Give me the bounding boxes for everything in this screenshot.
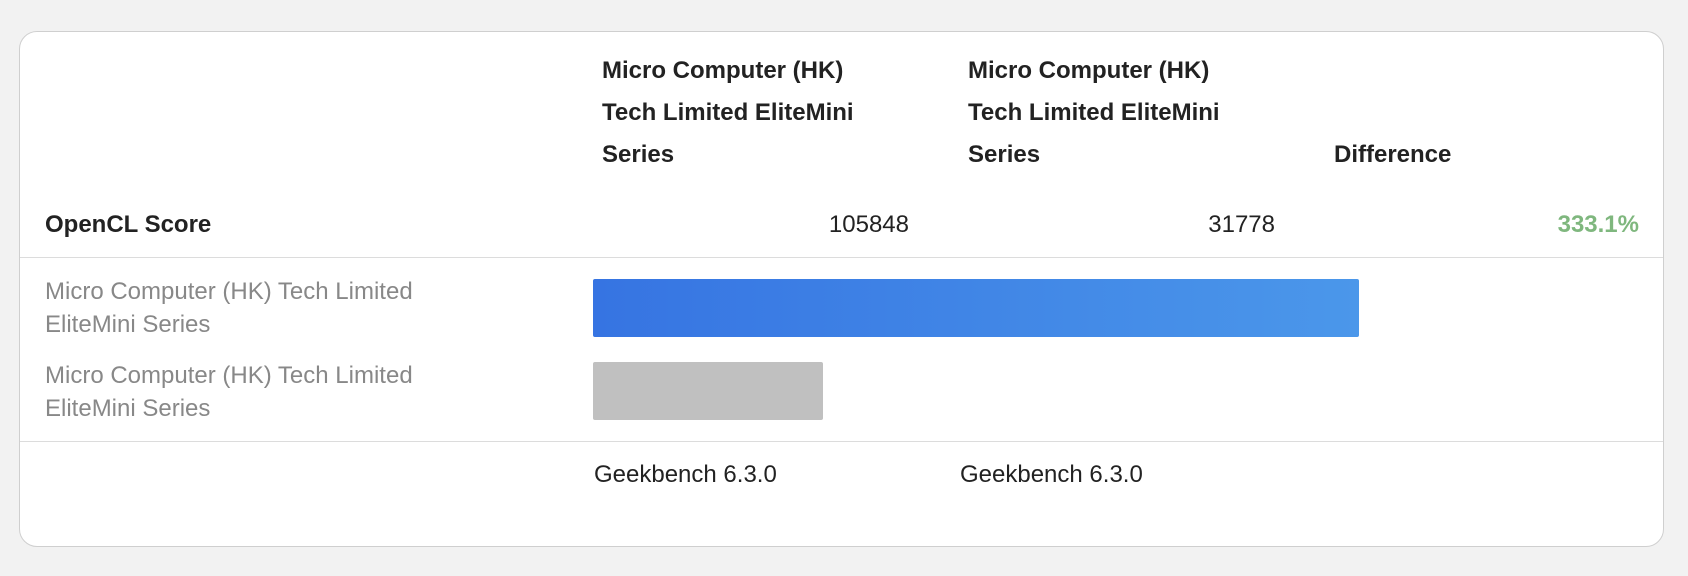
score-bar [593, 362, 823, 420]
column-header: Micro Computer (HK) Tech Limited EliteMi… [602, 50, 902, 176]
column-header-text: Micro Computer (HK) Tech Limited EliteMi… [968, 57, 1220, 168]
score-bar [593, 279, 1359, 337]
comparison-card: Micro Computer (HK) Tech Limited EliteMi… [19, 31, 1664, 547]
separator [20, 441, 1663, 442]
score-label: OpenCL Score [45, 211, 212, 238]
score-value: 31778 [1208, 211, 1275, 238]
column-header-text: Micro Computer (HK) Tech Limited EliteMi… [602, 57, 854, 168]
column-header: Micro Computer (HK) Tech Limited EliteMi… [968, 50, 1268, 176]
version: Geekbench 6.3.0 [594, 461, 777, 488]
bar-label: Micro Computer (HK) Tech Limited EliteMi… [45, 362, 413, 422]
score-value: 105848 [828, 211, 909, 238]
column-header: Difference [1334, 50, 1634, 176]
bar-label: Micro Computer (HK) Tech Limited EliteMi… [45, 278, 413, 338]
separator [20, 257, 1663, 258]
score-difference: 333.1% [1557, 211, 1639, 238]
version: Geekbench 6.3.0 [960, 461, 1143, 488]
column-header-text: Difference [1334, 141, 1452, 168]
